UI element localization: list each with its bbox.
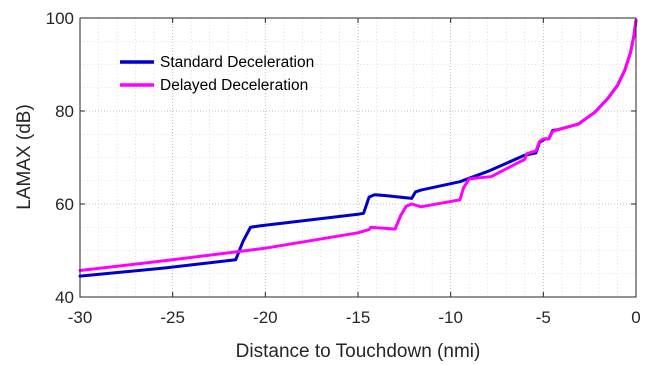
y-tick-label: 100 bbox=[46, 9, 74, 28]
x-tick-label: -30 bbox=[68, 308, 93, 327]
y-axis-ticks: 40 60 80 100 bbox=[46, 9, 636, 307]
x-tick-label: -25 bbox=[160, 308, 185, 327]
legend: Standard Deceleration Delayed Decelerati… bbox=[120, 54, 314, 94]
x-axis-ticks: -30 -25 -20 -15 -10 -5 0 bbox=[68, 18, 641, 327]
y-axis-label: LAMAX (dB) bbox=[14, 104, 35, 210]
plot-area bbox=[80, 18, 636, 297]
y-tick-label: 40 bbox=[55, 288, 74, 307]
x-tick-label: -15 bbox=[346, 308, 371, 327]
legend-label-delayed: Delayed Deceleration bbox=[160, 77, 308, 94]
x-axis-label: Distance to Touchdown (nmi) bbox=[236, 341, 481, 362]
x-tick-label: -5 bbox=[536, 308, 551, 327]
legend-label-standard: Standard Deceleration bbox=[160, 54, 314, 71]
y-tick-label: 80 bbox=[55, 102, 74, 121]
series-line-delayed bbox=[78, 18, 638, 272]
x-tick-label: 0 bbox=[631, 308, 640, 327]
x-tick-label: -20 bbox=[253, 308, 278, 327]
x-tick-label: -10 bbox=[438, 308, 463, 327]
y-tick-label: 60 bbox=[55, 195, 74, 214]
minor-grid bbox=[80, 18, 636, 297]
series-layer bbox=[78, 18, 638, 278]
